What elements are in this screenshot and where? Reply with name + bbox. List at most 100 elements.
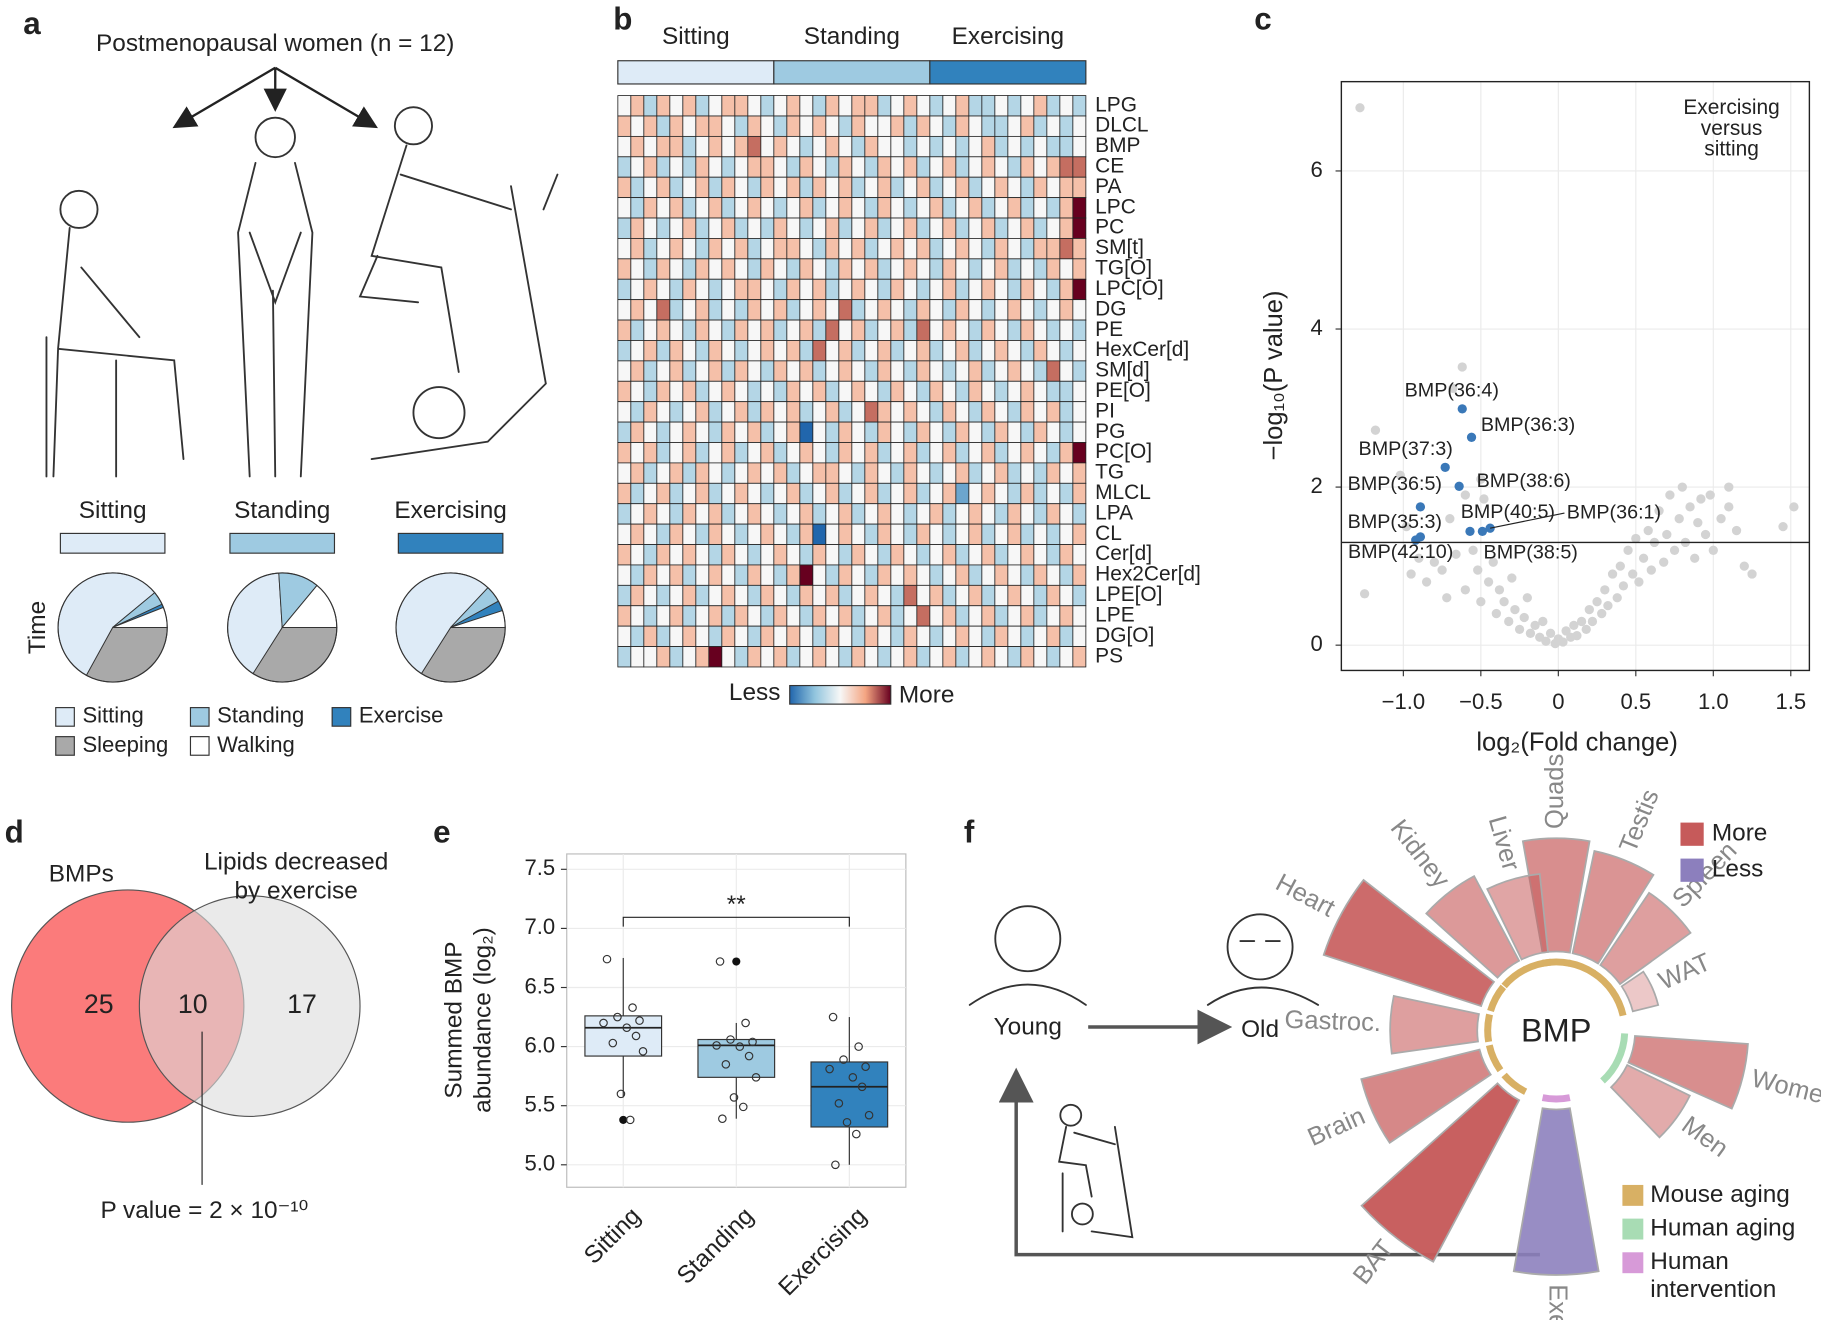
heatmap-cell — [1059, 340, 1074, 362]
data-point — [726, 1035, 735, 1044]
point — [1499, 597, 1509, 607]
heatmap-cell — [1072, 360, 1087, 382]
heatmap-cell — [942, 360, 957, 382]
heatmap-cell — [721, 319, 736, 341]
heatmap-cell — [695, 564, 710, 586]
heatmap-cell — [955, 156, 970, 178]
heatmap-cell — [825, 401, 840, 423]
heatmap-cell — [1007, 462, 1022, 484]
heatmap-cell — [864, 646, 879, 668]
heatmap-cell — [669, 401, 684, 423]
heatmap-cell — [1020, 95, 1035, 117]
heatmap-cell — [929, 217, 944, 239]
data-point — [852, 1129, 861, 1139]
heatmap-cell — [695, 299, 710, 321]
heatmap-cell — [942, 401, 957, 423]
y-tick-label: 6.0 — [524, 1032, 555, 1057]
heatmap-cell — [1007, 421, 1022, 443]
heatmap-cell — [851, 135, 866, 158]
heatmap-cell — [981, 605, 996, 627]
condition-label: Sitting — [79, 497, 147, 524]
radial-bar — [1322, 878, 1496, 1008]
heatmap-cell — [1072, 258, 1087, 280]
heatmap-cell — [916, 258, 931, 280]
heatmap-cell — [994, 299, 1009, 321]
data-point — [715, 957, 725, 966]
heatmap-cell — [981, 380, 996, 403]
heatmap-cell — [994, 360, 1009, 382]
heatmap-cell — [1072, 503, 1087, 525]
data-point — [825, 1064, 834, 1074]
heatmap-cell — [1059, 421, 1074, 443]
heatmap-cell — [942, 135, 957, 158]
heatmap-cell — [630, 401, 645, 423]
highlight-point — [1454, 481, 1464, 491]
heatmap-cell — [773, 462, 788, 484]
heatmap-cell — [903, 564, 918, 586]
heatmap-cell — [1007, 401, 1022, 423]
heatmap-cell — [1059, 564, 1074, 586]
heatmap-cell — [747, 442, 762, 464]
heatmap-cell — [1007, 380, 1022, 403]
heatmap-cell — [903, 197, 918, 219]
heatmap-cell — [851, 176, 866, 199]
row-label: TG — [1095, 461, 1124, 484]
heatmap-cell — [955, 462, 970, 484]
heatmap-cell — [812, 238, 827, 260]
heatmap-cell — [812, 258, 827, 280]
heatmap-cell — [643, 523, 658, 545]
heatmap-cell — [773, 176, 788, 199]
heatmap-cell — [968, 462, 983, 484]
heatmap-cell — [1020, 462, 1035, 484]
row-label: LPA — [1095, 501, 1133, 524]
heatmap-cell — [1046, 380, 1061, 403]
outlier — [732, 957, 741, 966]
heatmap-cell — [682, 95, 697, 117]
heatmap-cell — [903, 115, 918, 137]
chart-title: Postmenopausal women (n = 12) — [96, 30, 454, 57]
heatmap-cell — [981, 360, 996, 382]
ring-segment — [1591, 969, 1616, 994]
row-label: DG[O] — [1095, 624, 1154, 647]
heatmap-cell — [747, 544, 762, 566]
heatmap-cell — [630, 238, 645, 260]
heatmap-cell — [695, 482, 710, 505]
heatmap-cell — [1059, 605, 1074, 627]
heatmap-cell — [643, 442, 658, 464]
heatmap-cell — [851, 421, 866, 443]
y-tick-label: 0 — [1311, 631, 1323, 656]
heatmap-cell — [747, 319, 762, 341]
heatmap-cell — [942, 156, 957, 178]
heatmap-cell — [890, 360, 905, 382]
heatmap-cell — [708, 503, 723, 525]
y-axis-title: −log₁₀(P value) — [1260, 291, 1288, 461]
heatmap-cell — [968, 156, 983, 178]
category-label: BAT — [1348, 1234, 1400, 1289]
heatmap-cell — [890, 442, 905, 464]
heatmap-cell — [747, 401, 762, 423]
heatmap-cell — [1033, 605, 1048, 627]
heatmap-cell — [656, 625, 671, 647]
row-label: DG — [1095, 297, 1126, 320]
heatmap-cell — [1046, 340, 1061, 362]
heatmap-cell — [630, 258, 645, 280]
point — [1476, 474, 1486, 484]
heatmap-cell — [1033, 258, 1048, 280]
heatmap-cell — [1072, 278, 1087, 301]
heatmap-cell — [734, 584, 749, 607]
heatmap-cell — [851, 584, 866, 607]
heatmap-cell — [994, 544, 1009, 566]
heatmap-cell — [825, 544, 840, 566]
heatmap-cell — [669, 625, 684, 647]
heatmap-cell — [864, 564, 879, 586]
heatmap-cell — [864, 380, 879, 403]
heatmap-cell — [773, 442, 788, 464]
heatmap-cell — [708, 564, 723, 586]
heatmap-cell — [994, 625, 1009, 647]
panel-label: c — [1254, 2, 1271, 37]
heatmap-cell — [877, 156, 892, 178]
heatmap-cell — [747, 380, 762, 403]
heatmap-cell — [903, 605, 918, 627]
heatmap-cell — [877, 442, 892, 464]
heatmap-cell — [825, 360, 840, 382]
